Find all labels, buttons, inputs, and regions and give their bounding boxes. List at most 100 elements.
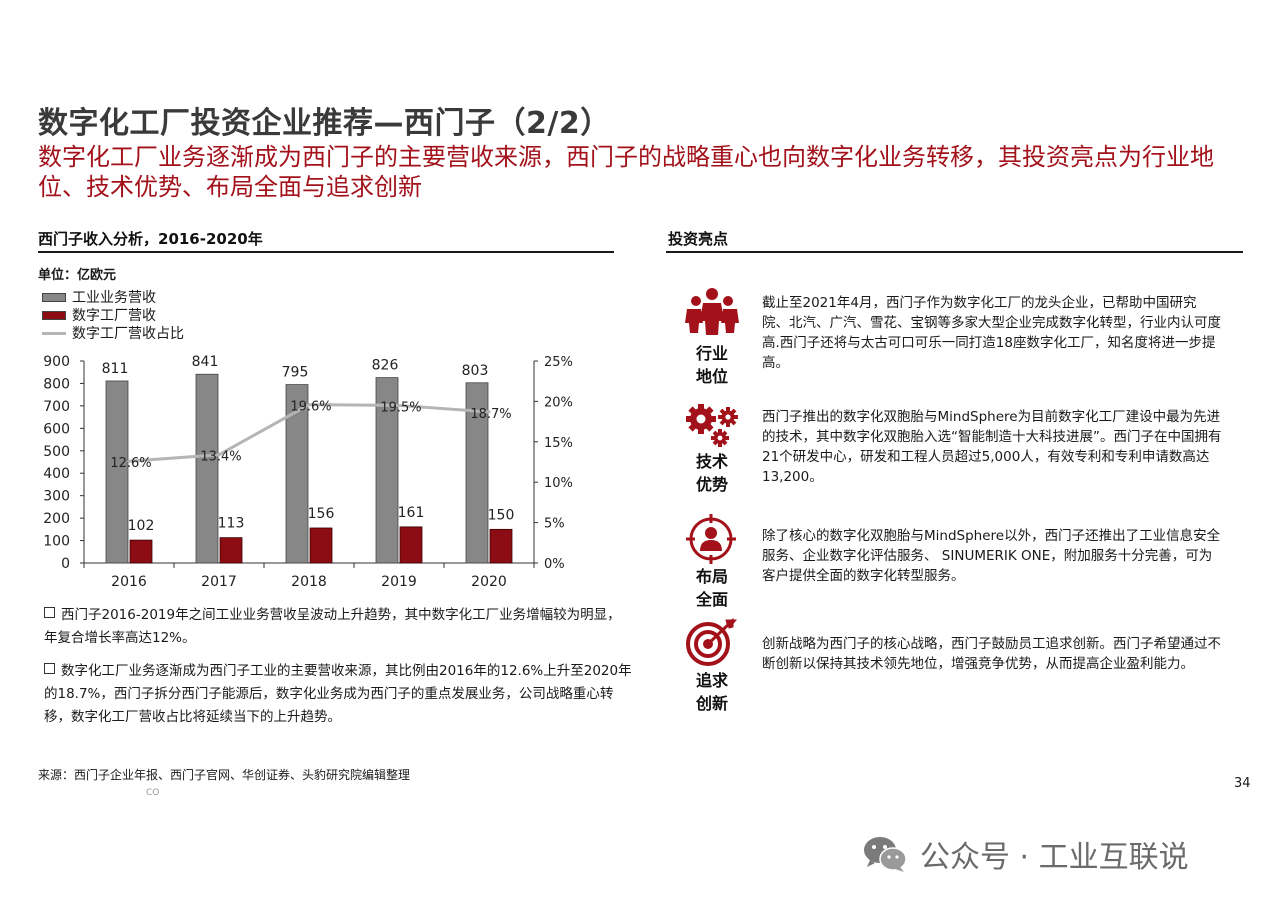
x-tick-label: 2016 <box>111 574 147 590</box>
user-target-icon <box>686 514 736 564</box>
legend-swatch-red <box>42 310 66 320</box>
ratio-label: 19.6% <box>290 400 331 415</box>
legend-label: 工业业务营收 <box>72 290 156 306</box>
y2-tick-label: 25% <box>544 355 573 370</box>
bar-industrial <box>285 384 309 564</box>
legend-item-ratio: 数字工厂营收占比 <box>42 323 184 343</box>
bar-label-digital: 102 <box>128 518 155 534</box>
x-tick-label: 2020 <box>471 574 507 590</box>
label-line: 行业 <box>695 344 728 363</box>
ratio-point <box>217 453 221 457</box>
bar-industrial <box>195 373 219 564</box>
label-line: 追求 <box>695 671 728 690</box>
y2-tick-label: 5% <box>544 517 565 532</box>
right-section-title: 投资亮点 <box>668 230 729 248</box>
x-tick-label: 2017 <box>201 574 237 590</box>
left-section-title: 西门子收入分析，2016-2020年 <box>38 230 263 248</box>
y-tick-label: 100 <box>43 534 70 550</box>
watermark: 公众号 · 工业互联说 <box>862 832 1189 876</box>
legend-line-gray <box>42 331 66 335</box>
y2-tick-label: 0% <box>544 557 565 572</box>
bar-digital <box>129 539 153 564</box>
highlight-label-layout: 布局 全面 <box>682 565 742 611</box>
y-tick-label: 0 <box>61 556 70 572</box>
bullseye-icon <box>686 618 738 666</box>
bar-label-industrial: 803 <box>462 363 489 379</box>
tiny-mark: CO <box>146 788 160 798</box>
checkbox-bullet-icon <box>44 607 55 618</box>
ratio-point <box>307 403 311 407</box>
bar-label-digital: 161 <box>398 505 425 521</box>
highlight-label-innovation: 追求 创新 <box>682 669 742 715</box>
ratio-label: 12.6% <box>110 456 151 471</box>
y-tick-label: 800 <box>43 376 70 392</box>
page-title: 数字化工厂投资企业推荐—西门子（2/2） <box>38 106 611 141</box>
bar-label-digital: 150 <box>488 507 515 523</box>
watermark-text: 公众号 · 工业互联说 <box>920 840 1189 875</box>
ratio-point <box>397 403 401 407</box>
chart-unit: 单位：亿欧元 <box>38 268 117 283</box>
revenue-chart: 0 100 200 300 400 500 600 700 800 900 0% 5% 10% 15% 20… <box>43 354 573 590</box>
note-text: 西门子2016-2019年之间工业业务营收呈波动上升趋势，其中数字化工厂业务增幅… <box>44 607 621 646</box>
highlight-text-industry: 截止至2021年4月，西门子作为数字化工厂的龙头企业，已帮助中国研究院、北汽、广… <box>762 295 1221 371</box>
highlight-text-innovation: 创新战略为西门子的核心战略，西门子鼓励员工追求创新。西门子希望通过不断创新以保持… <box>762 636 1221 672</box>
label-line: 地位 <box>695 367 728 386</box>
y-tick-label: 700 <box>43 399 70 415</box>
y-tick-label: 600 <box>43 421 70 437</box>
checkbox-bullet-icon <box>44 663 55 674</box>
label-line: 全面 <box>695 590 728 609</box>
ratio-point <box>127 459 131 463</box>
bar-industrial <box>465 382 489 564</box>
highlight-text-technology: 西门子推出的数字化双胞胎与MindSphere为目前数字化工厂建设中最为先进的技… <box>762 409 1222 485</box>
legend-label: 数字工厂营收 <box>72 308 156 324</box>
highlight-label-industry: 行业 地位 <box>682 342 742 388</box>
legend-swatch-gray <box>42 292 66 302</box>
ratio-label: 13.4% <box>200 450 241 465</box>
legend-item-digital: 数字工厂营收 <box>42 305 156 325</box>
bar-label-industrial: 826 <box>372 358 399 374</box>
bar-label-digital: 113 <box>218 516 245 532</box>
analysis-note-2: 数字化工厂业务逐渐成为西门子工业的主要营收来源，其比例由2016年的12.6%上… <box>44 660 634 729</box>
left-section-rule <box>38 251 614 253</box>
bar-digital <box>219 537 243 564</box>
y2-tick-label: 10% <box>544 476 573 491</box>
analysis-note-1: 西门子2016-2019年之间工业业务营收呈波动上升趋势，其中数字化工厂业务增幅… <box>44 604 634 650</box>
x-tick-label: 2018 <box>291 574 327 590</box>
bar-industrial <box>105 380 129 564</box>
bar-digital <box>489 528 513 564</box>
ratio-label: 18.7% <box>470 407 511 422</box>
note-text: 数字化工厂业务逐渐成为西门子工业的主要营收来源，其比例由2016年的12.6%上… <box>44 663 632 725</box>
gears-icon <box>686 404 738 447</box>
y-tick-label: 500 <box>43 444 70 460</box>
highlight-label-technology: 技术 优势 <box>682 450 742 496</box>
y-tick-label: 900 <box>43 354 70 370</box>
y-tick-label: 400 <box>43 466 70 482</box>
label-line: 优势 <box>695 475 728 494</box>
bar-digital <box>399 526 423 564</box>
bar-label-industrial: 811 <box>102 361 129 377</box>
legend-label: 数字工厂营收占比 <box>72 326 184 342</box>
bar-label-industrial: 841 <box>192 354 219 370</box>
highlight-text-layout: 除了核心的数字化双胞胎与MindSphere以外，西门子还推出了工业信息安全服务… <box>762 528 1221 584</box>
page-number: 34 <box>1234 776 1251 791</box>
right-section-rule <box>666 251 1243 253</box>
y2-tick-label: 15% <box>544 436 573 451</box>
y2-tick-label: 20% <box>544 395 573 410</box>
label-line: 创新 <box>695 694 728 713</box>
legend-item-industrial: 工业业务营收 <box>42 287 156 307</box>
label-line: 技术 <box>695 452 728 471</box>
bar-label-digital: 156 <box>308 506 335 522</box>
wechat-icon <box>864 837 907 872</box>
page-subtitle: 数字化工厂业务逐渐成为西门子的主要营收来源，西门子的战略重心也向数字化业务转移，… <box>38 143 1214 201</box>
x-tick-label: 2019 <box>381 574 417 590</box>
bar-digital <box>309 527 333 564</box>
source-note: 来源：西门子企业年报、西门子官网、华创证券、头豹研究院编辑整理 <box>38 768 411 782</box>
bar-industrial <box>375 377 399 564</box>
y-tick-label: 200 <box>43 511 70 527</box>
people-group-icon <box>685 288 739 335</box>
ratio-label: 19.5% <box>380 400 421 415</box>
label-line: 布局 <box>695 567 728 586</box>
y-tick-label: 300 <box>43 489 70 505</box>
ratio-point <box>487 410 491 414</box>
bar-label-industrial: 795 <box>282 365 309 381</box>
